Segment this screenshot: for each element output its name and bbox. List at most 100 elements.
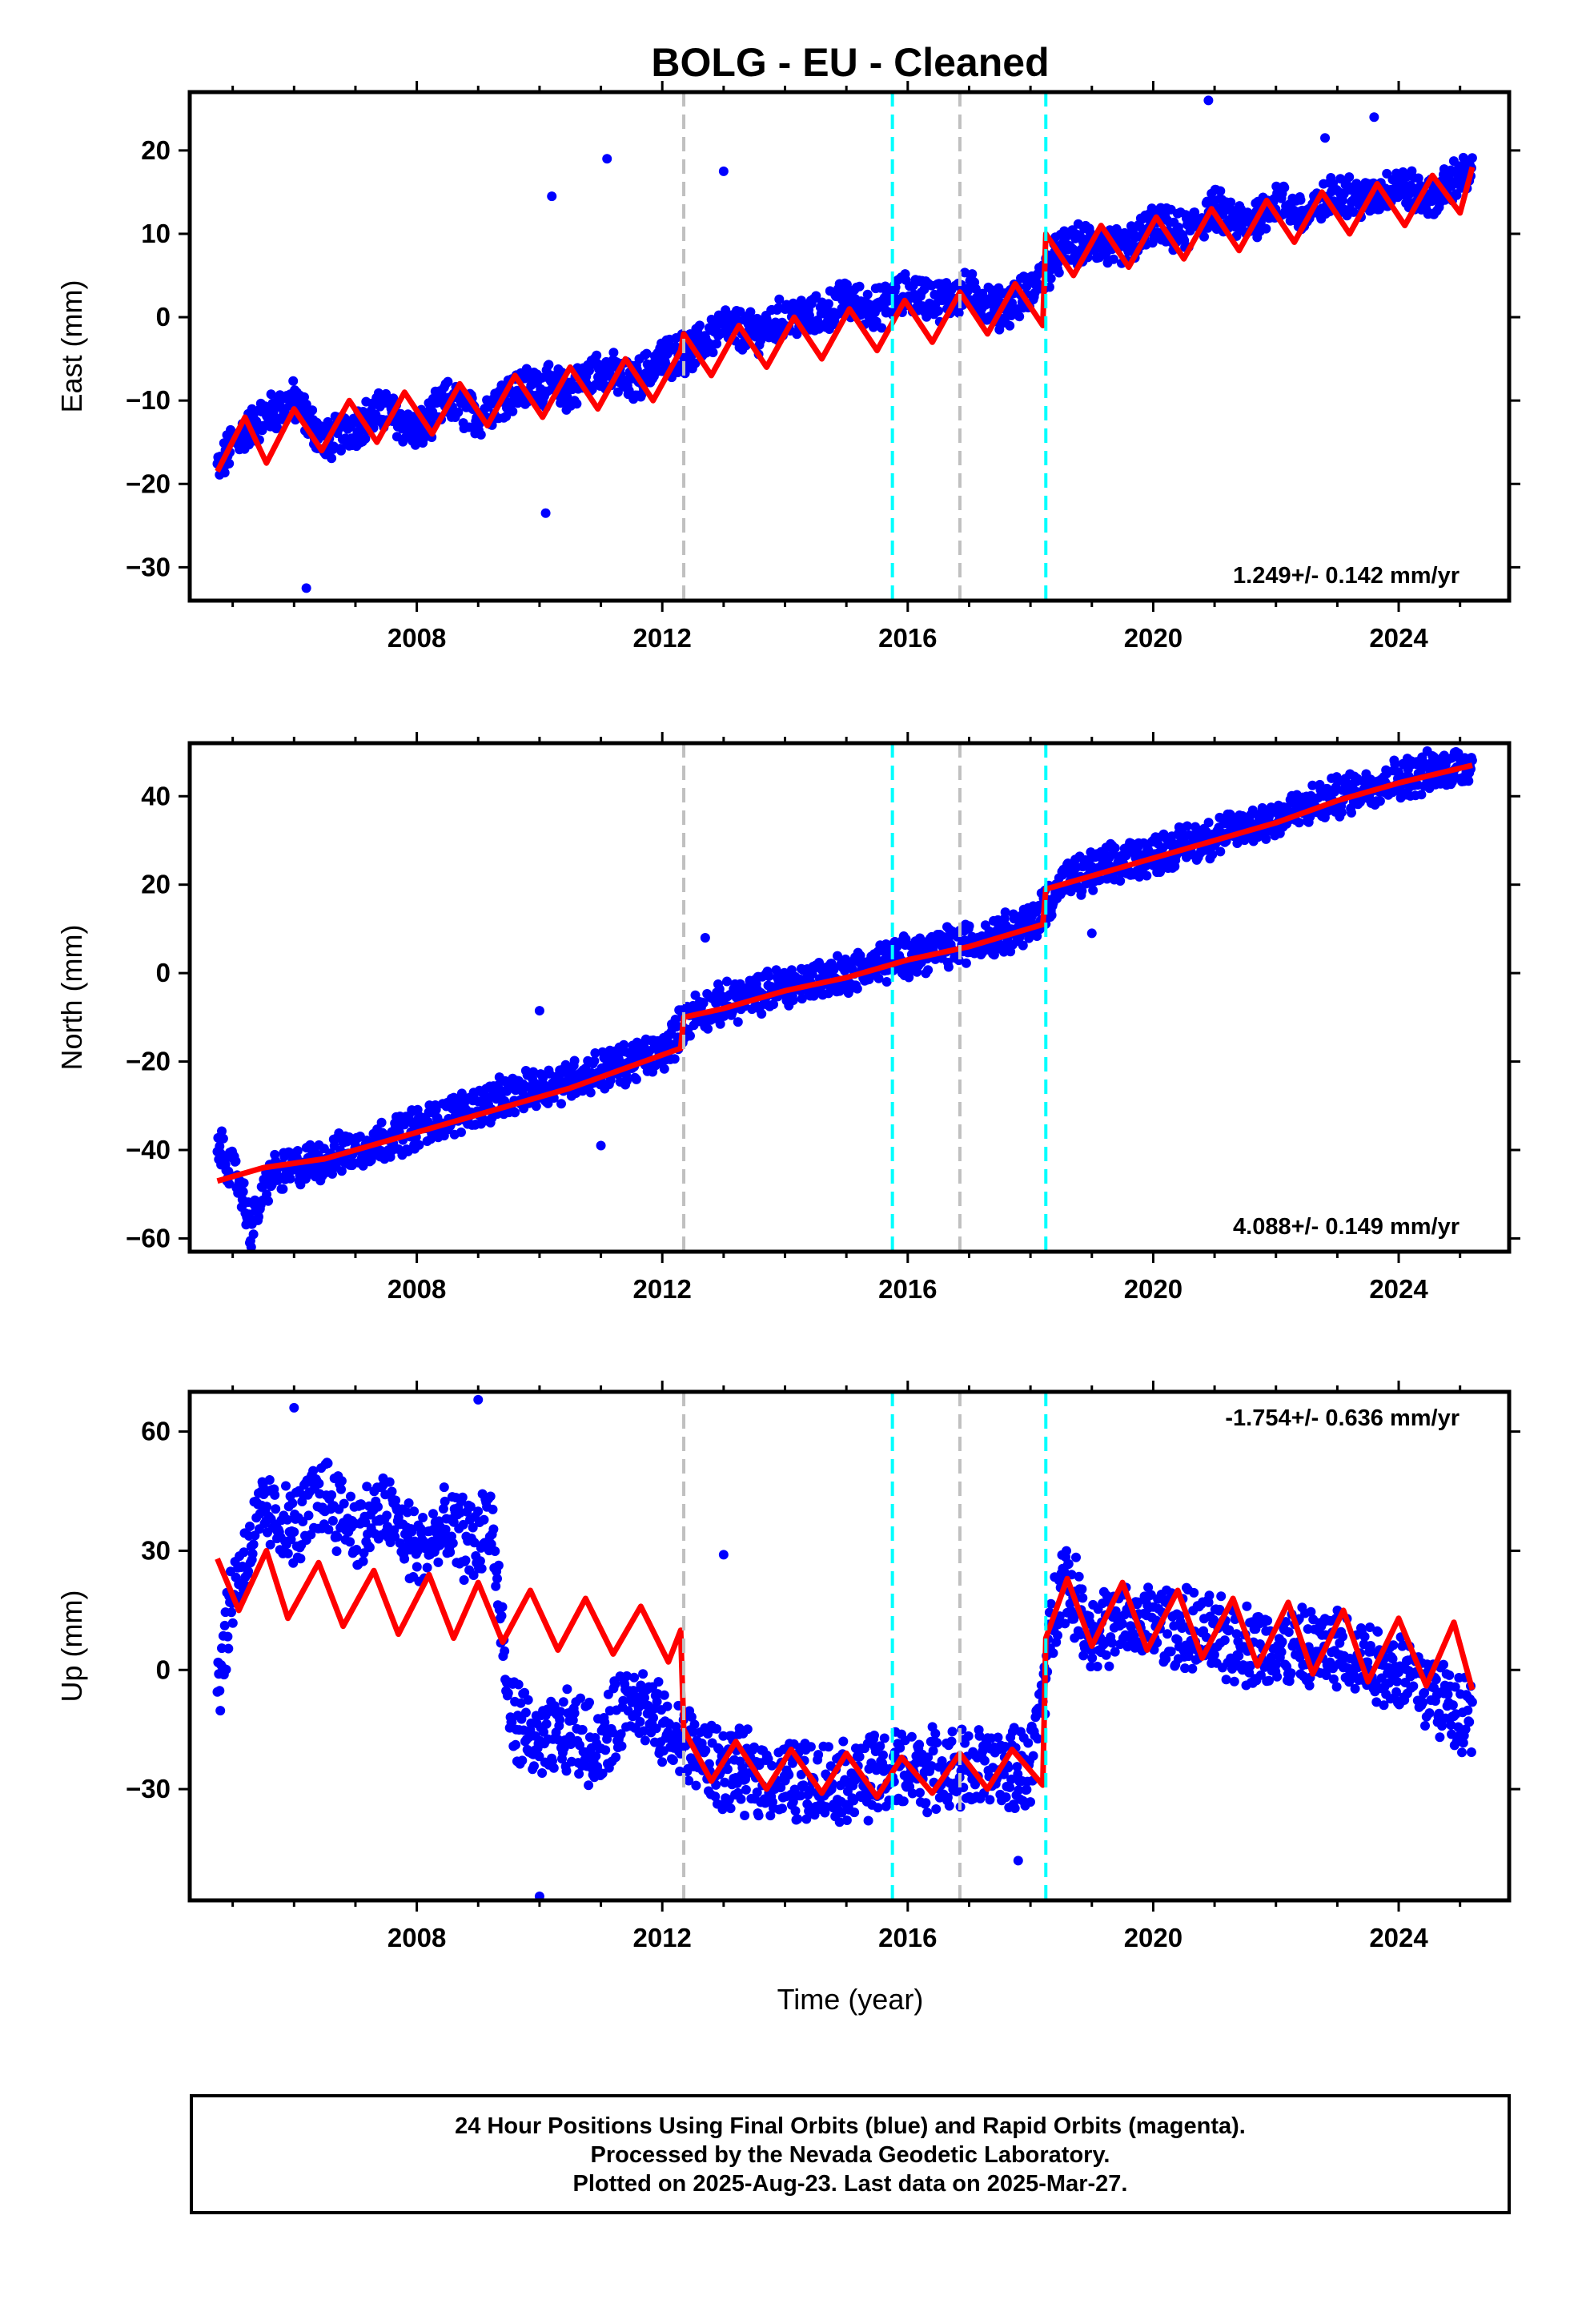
outlier-point [1369,112,1379,123]
data-points [212,95,1477,593]
data-point [501,412,512,422]
data-point [562,1684,572,1695]
data-point [790,1806,801,1816]
data-point [1005,1782,1015,1792]
data-point [659,1063,669,1074]
data-point [409,1506,420,1517]
data-point [1033,1734,1043,1744]
data-point [456,1127,466,1137]
data-point [1207,850,1218,860]
data-point [1078,1593,1088,1603]
data-point [407,1526,417,1537]
outlier-point [1086,928,1097,939]
data-point [1098,1598,1108,1609]
data-point [248,1539,259,1550]
data-point [561,1766,572,1776]
data-point [336,1166,347,1176]
data-point [555,1715,565,1725]
data-point [1074,1571,1084,1582]
data-point [422,1562,432,1573]
data-point [960,267,970,278]
data-point [616,1729,626,1739]
data-point [1028,1751,1038,1761]
data-point [1014,1785,1024,1795]
data-point [879,1733,889,1743]
data-point [934,306,943,316]
data-point [985,1795,995,1805]
data-point [285,1173,295,1184]
data-point [597,1768,608,1779]
data-point [774,294,785,304]
data-point [323,1458,333,1469]
data-point [1112,1610,1122,1621]
data-point [585,1088,596,1098]
data-point [215,1686,225,1696]
data-point [332,1532,343,1542]
data-point [1117,1618,1127,1629]
data-point [215,1706,226,1716]
data-point [227,1607,236,1618]
data-point [364,1542,375,1553]
data-point [722,1764,733,1775]
data-point [863,1815,873,1826]
data-point [771,965,781,975]
data-point [492,1574,502,1584]
data-point [440,1524,451,1534]
y-tick-label: −20 [126,1047,171,1076]
data-point [1189,1587,1199,1598]
x-tick-label: 2020 [1124,623,1182,653]
data-point [695,320,705,331]
data-point [923,1752,934,1763]
data-point [272,422,282,432]
data-point [1071,1552,1081,1562]
outlier-point [602,154,612,164]
data-point [577,1725,588,1735]
data-point [528,1067,539,1077]
data-point [531,1101,541,1112]
data-point [465,1502,476,1512]
data-point [651,1723,661,1734]
data-point [834,1817,845,1827]
data-point [749,1742,759,1752]
data-point [1209,1614,1219,1625]
data-point [869,1731,879,1740]
data-point [1182,821,1192,831]
data-point [346,1491,355,1502]
data-point [327,453,337,464]
data-point [659,1690,669,1700]
data-point [926,1761,937,1771]
data-point [1115,876,1126,886]
data-point [468,1522,478,1533]
data-point [616,1741,627,1751]
data-point [218,1133,228,1144]
data-point [946,1736,957,1747]
data-point [440,1496,450,1506]
data-point [1294,818,1304,828]
data-point [584,1780,594,1791]
data-point [638,1669,648,1679]
data-point [1219,1635,1230,1646]
data-point [740,1811,750,1820]
data-point [837,1807,847,1818]
data-point [1046,273,1056,283]
data-point [855,951,865,961]
data-point [544,360,554,370]
data-point [1110,843,1120,853]
data-point [1054,267,1064,278]
y-tick-label: 20 [141,135,171,165]
data-point [572,399,582,409]
data-point [1295,195,1306,205]
data-points [212,746,1477,1252]
data-point [288,376,299,386]
x-tick-label: 2008 [387,1274,446,1304]
data-point [1457,177,1467,187]
data-point [963,1731,974,1741]
data-point [479,1514,489,1525]
data-point [829,964,839,975]
data-point [769,999,778,1010]
data-point [1221,1675,1231,1685]
data-point [805,310,814,320]
data-point [475,1556,485,1566]
data-point [286,1534,296,1545]
